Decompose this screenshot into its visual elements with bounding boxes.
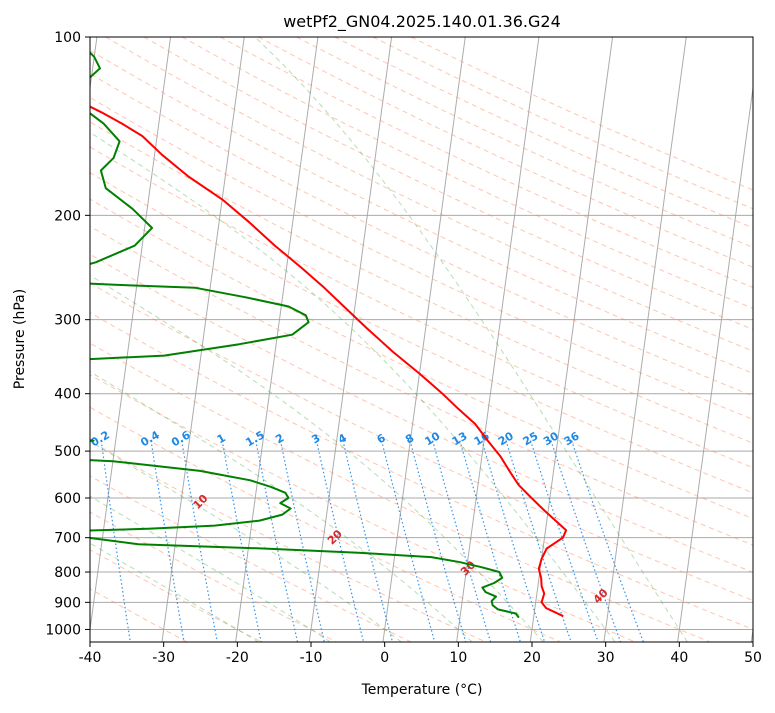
y-tick-label: 100 <box>54 30 81 46</box>
x-tick-label: -30 <box>152 650 175 666</box>
x-tick-label: 0 <box>380 650 389 666</box>
y-axis-title: Pressure (hPa) <box>12 289 28 389</box>
x-tick-label: -40 <box>79 650 102 666</box>
x-tick-label: 20 <box>523 650 541 666</box>
x-tick-label: -10 <box>300 650 323 666</box>
y-tick-label: 600 <box>54 491 81 507</box>
x-tick-label: -20 <box>226 650 249 666</box>
y-tick-label: 900 <box>54 595 81 611</box>
y-tick-label: 200 <box>54 208 81 224</box>
y-tick-label: 700 <box>54 531 81 547</box>
y-tick-label: 800 <box>54 565 81 581</box>
y-tick-label: 1000 <box>45 622 81 638</box>
y-tick-label: 400 <box>54 387 81 403</box>
y-tick-label: 300 <box>54 313 81 329</box>
x-axis-title: Temperature (°C) <box>361 682 483 698</box>
x-tick-label: 50 <box>744 650 762 666</box>
x-tick-label: 40 <box>670 650 688 666</box>
y-tick-label: 500 <box>54 444 81 460</box>
chart-title: wetPf2_GN04.2025.140.01.36.G24 <box>283 12 561 32</box>
x-tick-label: 30 <box>597 650 615 666</box>
x-tick-label: 10 <box>449 650 467 666</box>
